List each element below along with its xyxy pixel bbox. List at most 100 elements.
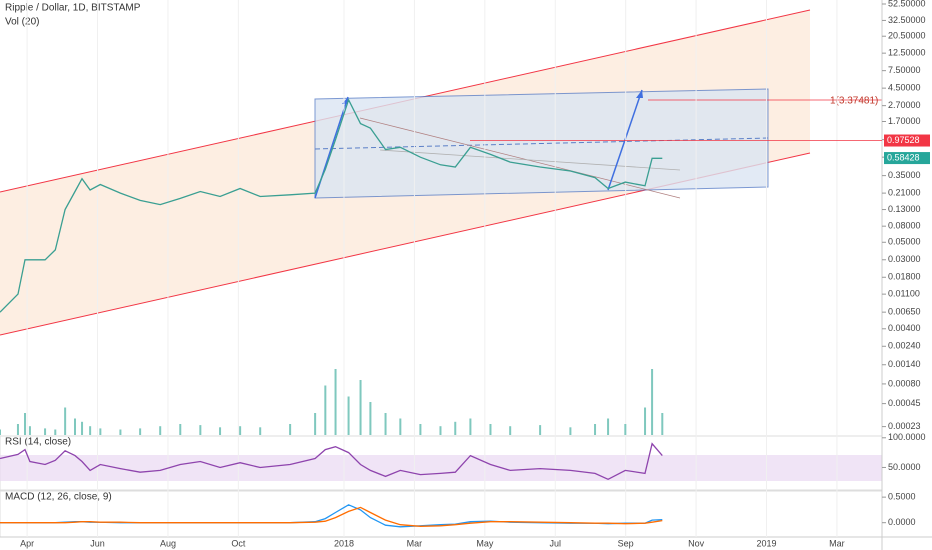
x-tick-label: Mar xyxy=(407,538,423,548)
y-tick-label: 0.05000 xyxy=(888,237,921,247)
mid-line xyxy=(314,137,769,150)
volume-bar xyxy=(509,426,512,435)
volume-bar xyxy=(399,418,402,435)
y-tick-label: 0.01100 xyxy=(888,289,920,299)
volume-bar xyxy=(369,402,372,435)
y-tick-label: 1.70000 xyxy=(888,116,921,126)
volume-title: Vol (20) xyxy=(5,17,39,28)
volume-bar xyxy=(651,369,654,435)
y-tick-label: 0.21000 xyxy=(888,187,921,197)
x-tick-label: 2019 xyxy=(756,538,776,548)
volume-bar xyxy=(594,424,597,435)
volume-bar xyxy=(73,418,76,435)
volume-bar xyxy=(324,385,327,435)
price-label: 0.58428 xyxy=(887,152,920,162)
rsi-band xyxy=(0,455,882,481)
y-tick-label: 0.00240 xyxy=(888,341,921,351)
volume-bar xyxy=(119,429,122,435)
x-tick-label: Jul xyxy=(549,538,561,548)
volume-bar xyxy=(89,426,92,435)
volume-bar xyxy=(539,425,542,435)
falling-channel xyxy=(359,117,681,199)
volume-bar xyxy=(607,418,610,435)
volume-bar xyxy=(259,427,262,435)
y-tick-label: 0.00023 xyxy=(888,421,921,431)
y-tick-label: 0.00650 xyxy=(888,307,921,317)
x-tick-label: Apr xyxy=(20,538,34,548)
x-tick-label: Aug xyxy=(160,538,176,548)
volume-bar xyxy=(23,413,26,435)
volume-bar xyxy=(99,428,102,435)
y-tick-label: 2.70000 xyxy=(888,100,921,110)
volume-bar xyxy=(314,413,317,435)
y-tick-label: 0.00140 xyxy=(888,359,921,369)
y-tick-label: 0.00045 xyxy=(888,398,921,408)
y-tick-label: 4.50000 xyxy=(888,83,921,93)
series-line xyxy=(0,506,663,527)
volume-bar xyxy=(569,427,572,435)
fib-label: 1(3.37481) xyxy=(830,96,878,107)
y-tick-label: 0.01800 xyxy=(888,272,921,282)
y-tick-label: 0.08000 xyxy=(888,221,921,231)
volume-bar xyxy=(419,424,422,435)
volume-bar xyxy=(139,428,142,435)
price-label: 0.97528 xyxy=(887,135,920,145)
volume-bar xyxy=(179,424,182,435)
y-tick-label: 0.00400 xyxy=(888,323,921,333)
y-tick-label: 0.03000 xyxy=(888,254,921,264)
x-tick-label: May xyxy=(476,538,494,548)
volume-bar xyxy=(334,369,337,435)
volume-bar xyxy=(359,380,362,435)
y-tick-label: 0.13000 xyxy=(888,204,921,214)
arrow xyxy=(607,89,643,191)
y-tick-label: 7.50000 xyxy=(888,65,921,75)
volume-bar xyxy=(44,428,47,435)
volume-bar xyxy=(219,427,222,435)
rsi-title: RSI (14, close) xyxy=(5,437,71,448)
x-tick-label: Oct xyxy=(231,538,246,548)
volume-bar xyxy=(384,413,387,435)
volume-bar xyxy=(661,413,664,435)
volume-bar xyxy=(454,421,457,435)
volume-bar xyxy=(347,396,350,435)
x-tick-label: Jun xyxy=(90,538,105,548)
price-label-box xyxy=(884,134,930,147)
volume-bar xyxy=(0,429,1,435)
volume-bar xyxy=(28,426,31,435)
macd-title: MACD (12, 26, close, 9) xyxy=(5,492,112,503)
volume-bar xyxy=(64,407,67,435)
volume-bar xyxy=(289,424,292,435)
y-tick-label: 0.35000 xyxy=(888,170,921,180)
volume-bar xyxy=(489,424,492,435)
y-tick-label: 12.50000 xyxy=(888,48,926,58)
x-tick-label: Nov xyxy=(688,538,705,548)
falling-channel xyxy=(379,149,681,171)
series-line xyxy=(0,442,663,481)
volume-bar xyxy=(199,425,202,435)
y-tick-label: 100.0000 xyxy=(888,432,926,442)
volume-bar xyxy=(159,426,162,435)
y-tick-label: 32.50000 xyxy=(888,15,926,25)
volume-bar xyxy=(239,426,242,435)
x-tick-label: Sep xyxy=(618,538,634,548)
x-tick-label: 2018 xyxy=(334,538,354,548)
volume-bar xyxy=(16,424,19,435)
y-tick-label: 0.0000 xyxy=(888,517,916,527)
chart-title: Ripple / Dollar, 1D, BITSTAMP xyxy=(5,3,141,14)
y-tick-label: 50.0000 xyxy=(888,462,921,472)
y-tick-label: 0.00080 xyxy=(888,378,921,388)
volume-bar xyxy=(644,407,647,435)
volume-bar xyxy=(81,421,84,435)
volume-bar xyxy=(624,424,627,435)
volume-bar xyxy=(54,429,57,435)
arrow-head xyxy=(636,90,643,98)
series-line xyxy=(0,98,663,313)
y-tick-label: 52.50000 xyxy=(888,0,926,8)
volume-bar xyxy=(439,426,442,435)
y-tick-label: 0.5000 xyxy=(888,492,916,502)
x-tick-label: Mar xyxy=(829,538,845,548)
price-label-box xyxy=(884,152,930,165)
y-tick-label: 20.50000 xyxy=(888,31,926,41)
volume-bar xyxy=(469,418,472,435)
